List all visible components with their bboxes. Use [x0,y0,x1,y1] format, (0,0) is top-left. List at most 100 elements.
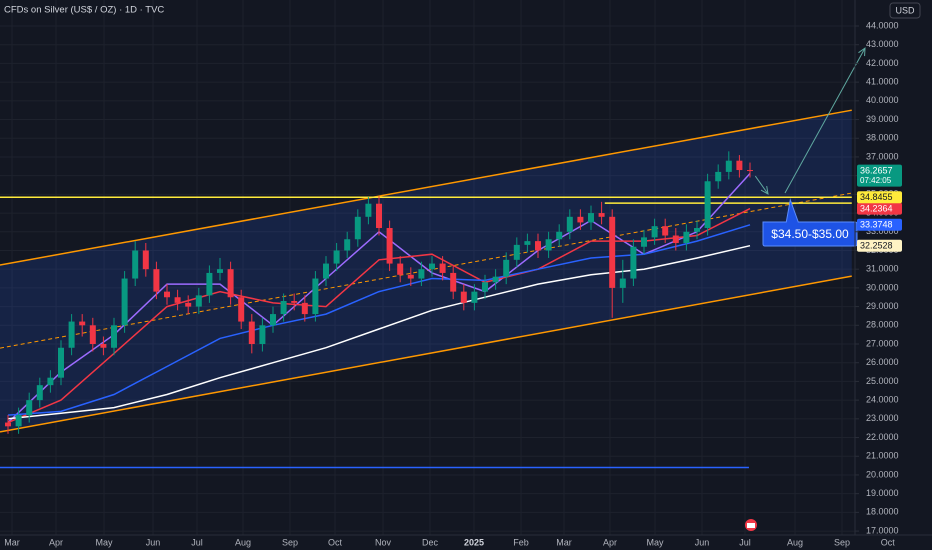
x-tick-label: Feb [513,537,529,547]
candle-body [450,272,457,292]
candle-body [47,377,54,386]
x-tick-label: Jun [695,537,710,547]
candle-body [471,291,478,303]
y-tick-label: 17.0000 [866,525,899,535]
candle-body [535,241,542,251]
candle-body [291,300,298,303]
channel-upper [0,109,852,266]
y-tick-label: 23.0000 [866,413,899,423]
projection-arrow [784,47,866,194]
channel-lower [0,275,852,433]
overlay: $34.50-$35.00 [754,47,866,247]
x-tick-label: 2025 [464,537,484,547]
candle-body [736,160,743,171]
y-tick-label: 28.0000 [866,320,899,330]
candle-body [238,297,245,322]
countdown: 07:42:05 [860,176,892,185]
candle-body [26,400,33,416]
x-tick-label: May [647,537,665,547]
moving-average [7,244,751,420]
y-tick-label: 27.0000 [866,338,899,348]
x-tick-label: May [96,537,114,547]
y-tick-label: 38.0000 [866,133,899,143]
candle-body [312,278,319,315]
candle-body [301,302,308,315]
candle-body [460,291,467,303]
candle-body [58,347,65,378]
y-tick-label: 31.0000 [866,264,899,274]
candle-body [556,231,563,240]
candle-body [418,269,425,279]
x-tick-label: Nov [375,537,392,547]
x-tick-label: Mar [4,537,20,547]
candle-body [174,297,181,303]
axes: 17.0000 18.0000 19.0000 20.0000 21.0000 22.00… [4,20,902,547]
ma-price-label-bg [857,239,902,252]
candle-body [259,325,266,345]
moving-average [7,224,751,416]
candle-body [36,385,43,401]
candle-body [344,239,351,251]
candle-body [545,239,552,251]
candle-body [248,321,255,345]
candle-body [185,302,192,307]
y-tick-label: 22.0000 [866,432,899,442]
candle-body [164,291,171,298]
candle-body [640,237,647,247]
candle-body [693,228,700,232]
moving-average [7,207,751,424]
candle-body [270,314,277,326]
candle-body [89,325,96,345]
x-tick-label: Apr [49,537,63,547]
grid [0,0,855,535]
candle-body [323,263,330,279]
candle-body [153,269,160,292]
candle-body [492,276,499,283]
candle-body [482,282,489,292]
events-icon[interactable] [745,519,757,531]
x-tick-label: Aug [787,537,803,547]
y-tick-label: 26.0000 [866,357,899,367]
candle-body [651,226,658,238]
level-price-label-bg [857,191,902,204]
projection-arrow [754,175,769,195]
y-tick-label: 44.0000 [866,20,899,30]
ma-price-label-bg [857,218,902,231]
callout-box [762,198,858,247]
candle-body [587,213,594,223]
plot-area [0,109,852,469]
candle-body [206,272,213,296]
candle-body [79,321,86,326]
arrow-head [760,186,769,195]
x-tick-label: Jul [739,537,751,547]
y-tick-label: 37.0000 [866,151,899,161]
candle-body [227,269,234,298]
y-tick-label: 40.0000 [866,95,899,105]
candle-body [524,241,531,245]
candle-body [598,213,605,217]
candle-body [513,244,520,260]
x-tick-label: Jul [191,537,203,547]
arrow-head [858,47,866,57]
candle-body [746,170,753,172]
x-tick-label: Sep [834,537,850,547]
y-tick-label: 25.0000 [866,376,899,386]
ma-price-label: 32.2528 [860,241,893,251]
y-tick-label: 30.0000 [866,282,899,292]
candle-body [333,250,340,264]
y-tick-label: 19.0000 [866,488,899,498]
channel-fill [0,110,852,432]
currency-button[interactable] [889,2,921,19]
currency-label[interactable]: USD [895,5,915,15]
callout-text: $34.50-$35.00 [771,227,849,241]
y-tick-label: 42.0000 [866,58,899,68]
candle-body [376,203,383,229]
candle-body [68,321,75,348]
y-tick-label: 39.0000 [866,114,899,124]
candle-body [365,203,372,217]
x-tick-label: Oct [881,537,896,547]
candle-body [704,181,711,229]
level-price-label: 34.8455 [860,192,893,202]
candle-body [15,415,22,427]
